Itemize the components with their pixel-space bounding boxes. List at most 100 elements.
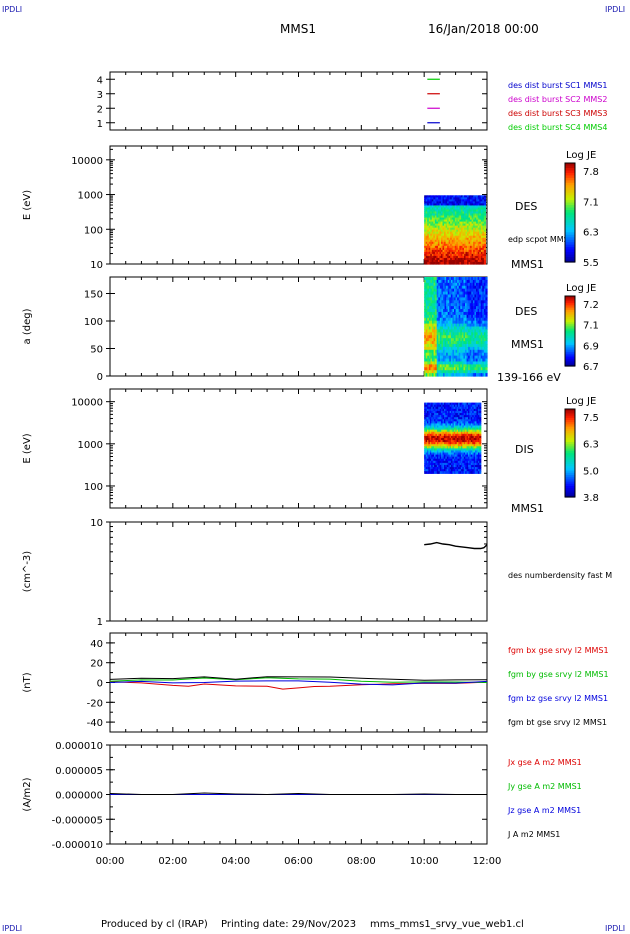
heatmap-cell <box>430 323 433 328</box>
heatmap-cell <box>447 346 450 351</box>
heatmap-cell <box>471 235 474 239</box>
heatmap-cell <box>482 358 485 363</box>
heatmap-cell <box>477 361 480 365</box>
heatmap-cell <box>468 370 471 374</box>
heatmap-cell <box>477 425 480 429</box>
heatmap-cell <box>428 199 431 202</box>
heatmap-cell <box>454 199 457 202</box>
heatmap-cell <box>456 217 459 221</box>
heatmap-cell <box>439 423 442 427</box>
heatmap-cell <box>462 255 465 259</box>
heatmap-cell <box>446 413 449 416</box>
heatmap-cell <box>424 311 427 316</box>
heatmap-cell <box>453 201 456 204</box>
heatmap-cell <box>460 207 464 211</box>
heatmap-cell <box>450 320 454 325</box>
heatmap-cell <box>483 261 487 265</box>
heatmap-cell <box>436 229 439 233</box>
heatmap-cell <box>427 231 430 235</box>
heatmap-cell <box>425 197 428 200</box>
heatmap-cell <box>466 291 469 296</box>
heatmap-cell <box>466 320 469 325</box>
heatmap-cell <box>450 335 454 339</box>
heatmap-cell <box>459 435 462 439</box>
heatmap-cell <box>442 456 445 460</box>
heatmap-cell <box>459 442 462 445</box>
heatmap-cell <box>465 419 468 422</box>
heatmap-cell <box>455 303 458 307</box>
heatmap-cell <box>453 408 456 412</box>
heatmap-cell <box>453 259 456 263</box>
heatmap-cell <box>448 456 451 460</box>
heatmap-cell <box>439 364 443 368</box>
heatmap-cell <box>463 282 466 287</box>
heatmap-cell <box>460 259 464 263</box>
heatmap-cell <box>429 471 432 474</box>
heatmap-cell <box>467 247 470 251</box>
heatmap-cell <box>451 243 454 247</box>
heatmap-cell <box>437 259 441 263</box>
heatmap-cell <box>449 352 452 357</box>
heatmap-cell <box>467 402 471 406</box>
heatmap-cell <box>472 297 476 301</box>
heatmap-cell <box>449 469 452 472</box>
heatmap-cell <box>438 285 441 290</box>
heatmap-cell <box>443 431 446 435</box>
heatmap-cell <box>437 231 441 235</box>
heatmap-cell <box>432 326 435 331</box>
heatmap-cell <box>463 413 466 416</box>
heatmap-cell <box>482 233 485 237</box>
heatmap-cell <box>454 197 457 200</box>
heatmap-cell <box>463 427 466 431</box>
heatmap-cell <box>445 215 448 219</box>
heatmap-cell <box>444 213 447 217</box>
heatmap-cell <box>451 415 454 418</box>
heatmap-cell <box>451 233 454 237</box>
heatmap-cell <box>455 415 458 418</box>
heatmap-cell <box>441 215 444 219</box>
heatmap-cell <box>470 415 473 418</box>
colorbar-cell <box>565 336 575 339</box>
heatmap-cell <box>467 419 471 422</box>
heatmap-cell <box>476 217 479 221</box>
heatmap-cell <box>474 355 477 360</box>
heatmap-cell <box>479 402 482 406</box>
heatmap-cell <box>431 241 434 245</box>
heatmap-cell <box>436 349 439 354</box>
heatmap-cell <box>424 358 427 363</box>
heatmap-cell <box>453 243 456 247</box>
heatmap-cell <box>449 406 452 410</box>
heatmap-cell <box>429 467 432 470</box>
heatmap-cell <box>469 425 472 429</box>
heatmap-cell <box>433 211 436 215</box>
heatmap-cell <box>475 462 478 466</box>
heatmap-cell <box>474 215 477 219</box>
heatmap-cell <box>444 251 447 255</box>
heatmap-cell <box>447 361 450 365</box>
y-tick-label: 100 <box>84 482 103 493</box>
heatmap-cell <box>470 205 473 209</box>
heatmap-cell <box>479 440 482 443</box>
colorbar-tick-label: 6.9 <box>583 341 599 352</box>
heatmap-cell <box>448 213 451 217</box>
series-line <box>109 680 488 686</box>
heatmap-cell <box>471 326 474 331</box>
heatmap-cell <box>427 338 430 342</box>
heatmap-cell <box>451 454 454 458</box>
heatmap-cell <box>427 245 430 249</box>
heatmap-cell <box>434 427 437 431</box>
heatmap-cell <box>476 306 479 310</box>
heatmap-cell <box>463 452 466 456</box>
heatmap-cell <box>457 306 460 310</box>
heatmap-cell <box>439 207 442 211</box>
heatmap-cell <box>458 431 461 435</box>
heatmap-cell <box>476 467 479 470</box>
heatmap-cell <box>443 285 446 290</box>
colorbar-cell <box>565 244 575 248</box>
heatmap-cell <box>462 209 465 213</box>
heatmap-cell <box>463 425 466 429</box>
heatmap-cell <box>445 467 448 470</box>
heatmap-cell <box>456 245 459 249</box>
heatmap-cell <box>480 358 483 363</box>
heatmap-cell <box>449 433 452 437</box>
